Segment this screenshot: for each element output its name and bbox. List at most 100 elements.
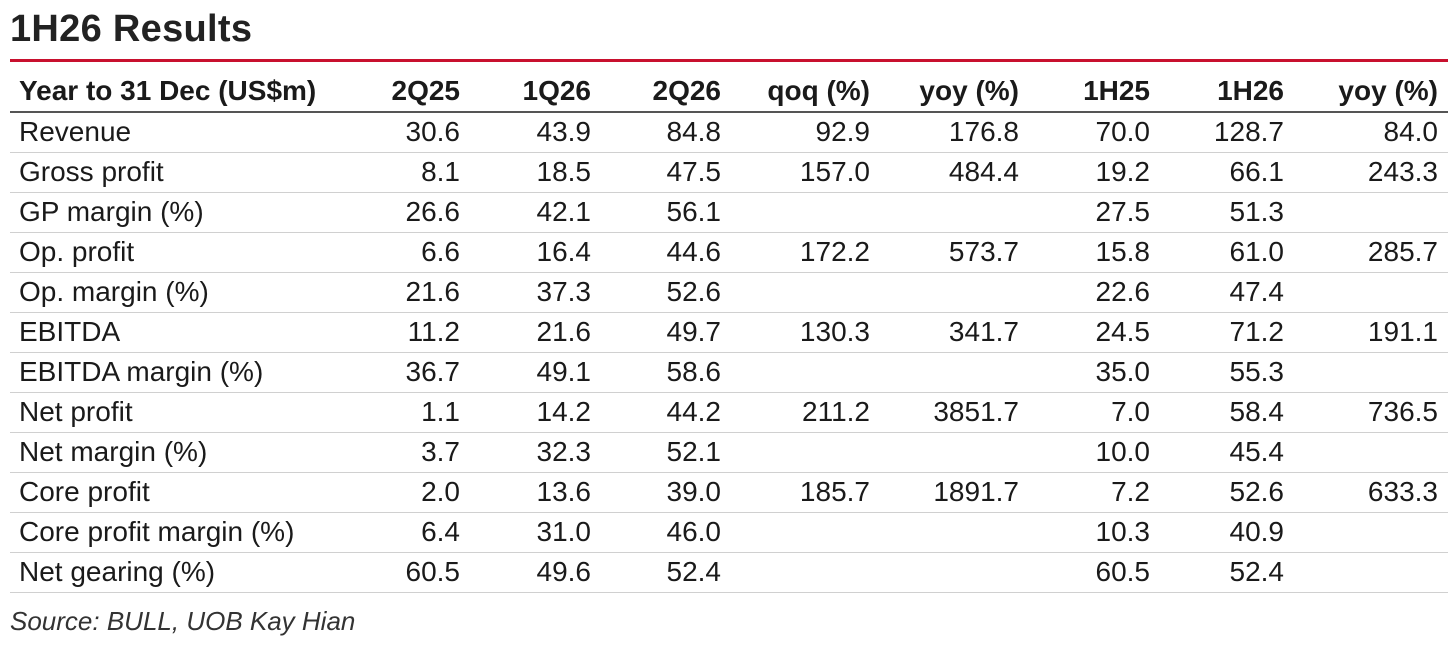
row-label: Core profit margin (%): [10, 512, 342, 553]
table-cell: [880, 552, 1029, 593]
table-cell: 47.4: [1160, 272, 1294, 313]
table-cell: 46.0: [601, 512, 731, 553]
row-label: Op. margin (%): [10, 272, 342, 313]
results-table: Year to 31 Dec (US$m) 2Q25 1Q26 2Q26 qoq…: [10, 70, 1448, 593]
table-cell: 8.1: [342, 152, 470, 193]
table-cell: 22.6: [1029, 272, 1160, 313]
row-label: Net gearing (%): [10, 552, 342, 593]
table-cell: 45.4: [1160, 432, 1294, 473]
table-cell: 40.9: [1160, 512, 1294, 553]
table-cell: 44.6: [601, 232, 731, 273]
table-cell: 484.4: [880, 152, 1029, 193]
table-row: Op. profit 6.6 16.4 44.6 172.2 573.7 15.8 61.0 2…: [10, 232, 1448, 273]
table-cell: 3.7: [342, 432, 470, 473]
table-cell: [880, 272, 1029, 313]
table-cell: 44.2: [601, 392, 731, 433]
table-cell: 30.6: [342, 112, 470, 153]
table-cell: 16.4: [470, 232, 601, 273]
table-row: Net profit 1.1 14.2 44.2 211.2 3851.7 7.0 58.4 7…: [10, 392, 1448, 433]
table-cell: 13.6: [470, 472, 601, 513]
table-cell: [731, 352, 880, 393]
row-label: Net margin (%): [10, 432, 342, 473]
table-cell: [731, 512, 880, 553]
table-cell: 60.5: [342, 552, 470, 593]
table-cell: 10.0: [1029, 432, 1160, 473]
table-cell: 243.3: [1294, 152, 1448, 193]
row-label: Net profit: [10, 392, 342, 433]
header-row: Year to 31 Dec (US$m) 2Q25 1Q26 2Q26 qoq…: [10, 70, 1448, 113]
table-cell: 58.6: [601, 352, 731, 393]
table-cell: 3851.7: [880, 392, 1029, 433]
table-cell: [1294, 192, 1448, 233]
table-cell: 51.3: [1160, 192, 1294, 233]
table-cell: 11.2: [342, 312, 470, 353]
table-cell: 92.9: [731, 112, 880, 153]
table-cell: [731, 552, 880, 593]
table-cell: 24.5: [1029, 312, 1160, 353]
table-cell: 70.0: [1029, 112, 1160, 153]
table-row: Revenue 30.6 43.9 84.8 92.9 176.8 70.0 128.7 84.…: [10, 112, 1448, 153]
table-row: Core profit 2.0 13.6 39.0 185.7 1891.7 7.2 52.6…: [10, 472, 1448, 513]
table-cell: 26.6: [342, 192, 470, 233]
table-cell: 52.6: [601, 272, 731, 313]
source-note: Source: BULL, UOB Kay Hian: [10, 606, 356, 636]
table-cell: 7.0: [1029, 392, 1160, 433]
table-cell: 736.5: [1294, 392, 1448, 433]
table-cell: 52.4: [601, 552, 731, 593]
row-label: EBITDA: [10, 312, 342, 353]
table-cell: [1294, 432, 1448, 473]
table-cell: 128.7: [1160, 112, 1294, 153]
table-cell: 211.2: [731, 392, 880, 433]
table-cell: [731, 272, 880, 313]
header-cell: 1Q26: [470, 70, 601, 113]
header-cell: Year to 31 Dec (US$m): [10, 70, 342, 113]
table-cell: 633.3: [1294, 472, 1448, 513]
table-cell: 285.7: [1294, 232, 1448, 273]
table-cell: [1294, 352, 1448, 393]
table-cell: 32.3: [470, 432, 601, 473]
table-cell: 37.3: [470, 272, 601, 313]
table-cell: 7.2: [1029, 472, 1160, 513]
table-cell: [880, 432, 1029, 473]
table-row: Core profit margin (%) 6.4 31.0 46.0 10.3 40.…: [10, 512, 1448, 553]
title-divider: [10, 59, 1448, 62]
table-row: EBITDA 11.2 21.6 49.7 130.3 341.7 24.5 71.2 191.…: [10, 312, 1448, 353]
table-cell: 10.3: [1029, 512, 1160, 553]
table-cell: [880, 192, 1029, 233]
table-cell: 49.6: [470, 552, 601, 593]
table-cell: 66.1: [1160, 152, 1294, 193]
header-cell: 1H26: [1160, 70, 1294, 113]
table-cell: 18.5: [470, 152, 601, 193]
table-row: EBITDA margin (%) 36.7 49.1 58.6 35.0 55.3: [10, 352, 1448, 393]
table-cell: 56.1: [601, 192, 731, 233]
header-cell: yoy (%): [880, 70, 1029, 113]
table-cell: 58.4: [1160, 392, 1294, 433]
table-cell: 130.3: [731, 312, 880, 353]
header-cell: yoy (%): [1294, 70, 1448, 113]
table-cell: 52.1: [601, 432, 731, 473]
table-cell: 55.3: [1160, 352, 1294, 393]
table-cell: 6.6: [342, 232, 470, 273]
header-cell: 2Q26: [601, 70, 731, 113]
table-row: Net gearing (%) 60.5 49.6 52.4 60.5 52.4: [10, 552, 1448, 593]
table-row: Gross profit 8.1 18.5 47.5 157.0 484.4 19.2 66.…: [10, 152, 1448, 193]
table-cell: 49.1: [470, 352, 601, 393]
table-cell: 52.4: [1160, 552, 1294, 593]
table-cell: 6.4: [342, 512, 470, 553]
table-cell: [1294, 272, 1448, 313]
table-cell: 21.6: [342, 272, 470, 313]
row-label: Gross profit: [10, 152, 342, 193]
table-cell: [880, 352, 1029, 393]
table-cell: 176.8: [880, 112, 1029, 153]
table-cell: 21.6: [470, 312, 601, 353]
table-cell: 573.7: [880, 232, 1029, 273]
table-cell: 61.0: [1160, 232, 1294, 273]
header-cell: 1H25: [1029, 70, 1160, 113]
table-cell: 35.0: [1029, 352, 1160, 393]
table-cell: 19.2: [1029, 152, 1160, 193]
table-cell: 36.7: [342, 352, 470, 393]
table-cell: 185.7: [731, 472, 880, 513]
table-cell: 14.2: [470, 392, 601, 433]
row-label: Core profit: [10, 472, 342, 513]
table-cell: 49.7: [601, 312, 731, 353]
